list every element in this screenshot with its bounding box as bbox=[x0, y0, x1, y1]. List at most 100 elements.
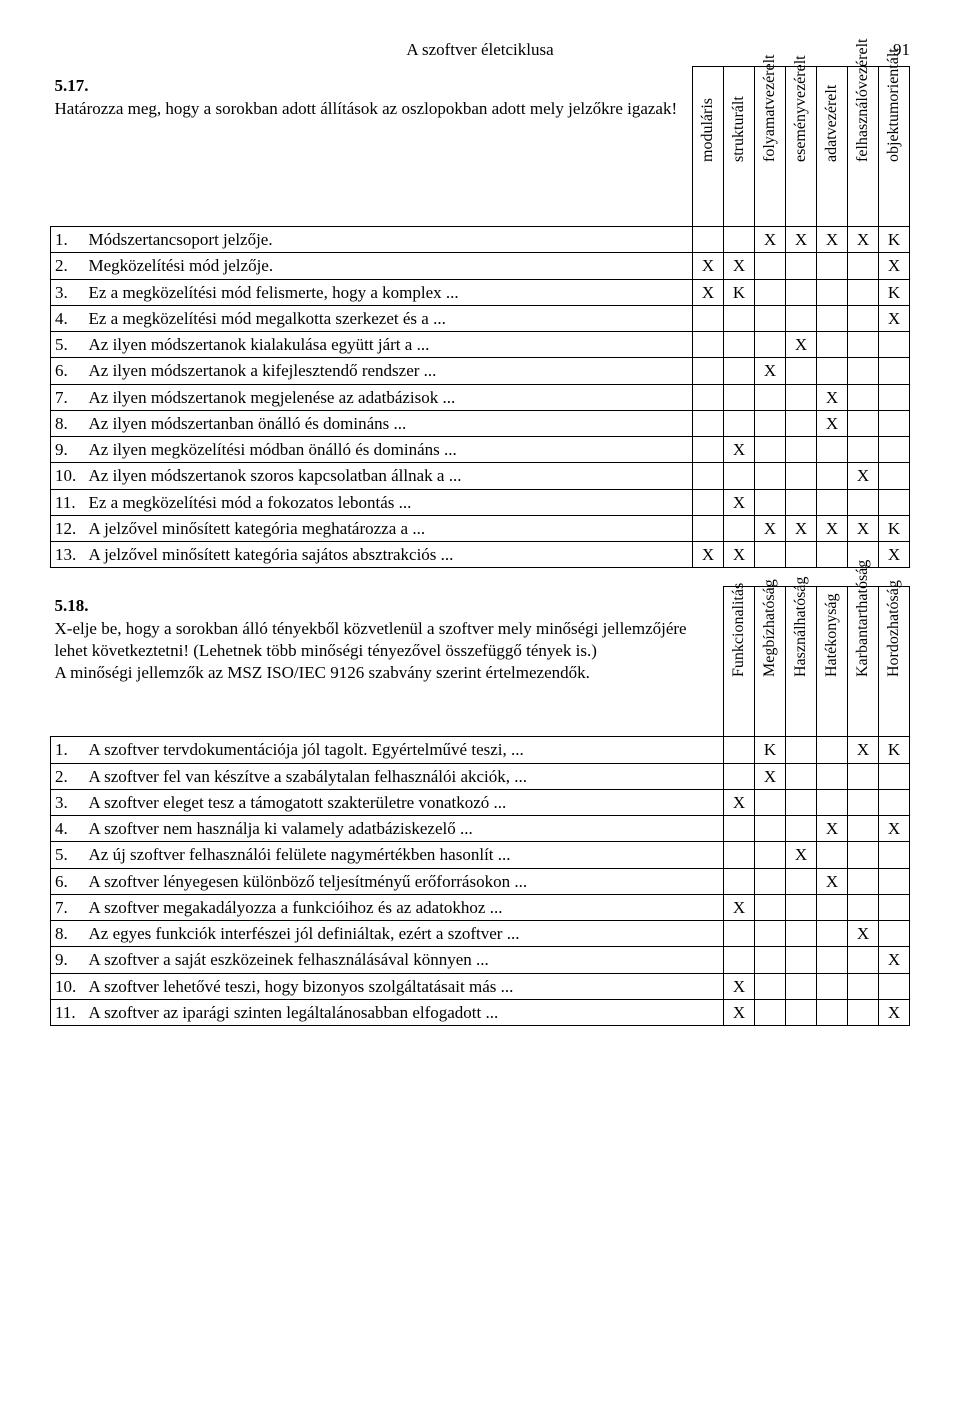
mark-cell: X bbox=[724, 253, 755, 279]
page-header: A szoftver életciklusa 91 bbox=[50, 40, 910, 60]
mark-cell: K bbox=[879, 279, 910, 305]
row-text: A szoftver lehetővé teszi, hogy bizonyos… bbox=[85, 973, 724, 999]
mark-cell: X bbox=[755, 227, 786, 253]
mark-cell bbox=[724, 358, 755, 384]
col-felhasznalovezerelt: felhasználóvezérelt bbox=[848, 67, 879, 227]
mark-cell: X bbox=[879, 253, 910, 279]
mark-cell bbox=[817, 999, 848, 1025]
row-number: 2. bbox=[51, 763, 85, 789]
mark-cell bbox=[724, 842, 755, 868]
col-adatvezerelt: adatvezérelt bbox=[817, 67, 848, 227]
table-row: 3.A szoftver eleget tesz a támogatott sz… bbox=[51, 789, 910, 815]
mark-cell bbox=[755, 332, 786, 358]
mark-cell bbox=[755, 842, 786, 868]
table-row: 11.Ez a megközelítési mód a fokozatos le… bbox=[51, 489, 910, 515]
mark-cell bbox=[724, 763, 755, 789]
mark-cell bbox=[879, 358, 910, 384]
table-row: 5.Az új szoftver felhasználói felülete n… bbox=[51, 842, 910, 868]
mark-cell bbox=[693, 332, 724, 358]
exercise-517: 5.17. Határozza meg, hogy a sorokban ado… bbox=[50, 66, 910, 568]
row-number: 8. bbox=[51, 921, 85, 947]
row-text: A szoftver fel van készítve a szabálytal… bbox=[85, 763, 724, 789]
col-hasznalhatosag: Használhatóság bbox=[786, 587, 817, 737]
mark-cell bbox=[724, 410, 755, 436]
mark-cell bbox=[786, 410, 817, 436]
mark-cell: X bbox=[879, 947, 910, 973]
mark-cell: X bbox=[817, 384, 848, 410]
mark-cell bbox=[817, 737, 848, 763]
table-517: 5.17. Határozza meg, hogy a sorokban ado… bbox=[50, 66, 910, 568]
row-text: A szoftver az iparági szinten legáltalán… bbox=[85, 999, 724, 1025]
mark-cell bbox=[879, 868, 910, 894]
row-number: 1. bbox=[51, 227, 85, 253]
table-row: 1.Módszertancsoport jelzője.XXXXK bbox=[51, 227, 910, 253]
mark-cell bbox=[879, 384, 910, 410]
mark-cell bbox=[848, 489, 879, 515]
row-text: Az új szoftver felhasználói felülete nag… bbox=[85, 842, 724, 868]
mark-cell bbox=[817, 305, 848, 331]
mark-cell bbox=[693, 227, 724, 253]
mark-cell bbox=[786, 253, 817, 279]
mark-cell: X bbox=[755, 763, 786, 789]
row-number: 7. bbox=[51, 384, 85, 410]
row-text: A szoftver eleget tesz a támogatott szak… bbox=[85, 789, 724, 815]
row-number: 10. bbox=[51, 973, 85, 999]
mark-cell: K bbox=[879, 227, 910, 253]
exercise-number-518: 5.18. bbox=[55, 595, 714, 616]
mark-cell: X bbox=[724, 894, 755, 920]
row-number: 5. bbox=[51, 842, 85, 868]
mark-cell bbox=[755, 305, 786, 331]
mark-cell bbox=[879, 332, 910, 358]
row-number: 3. bbox=[51, 789, 85, 815]
mark-cell bbox=[755, 410, 786, 436]
mark-cell bbox=[848, 358, 879, 384]
mark-cell bbox=[848, 999, 879, 1025]
row-text: Módszertancsoport jelzője. bbox=[85, 227, 693, 253]
row-number: 3. bbox=[51, 279, 85, 305]
col-strukturalt: strukturált bbox=[724, 67, 755, 227]
row-number: 5. bbox=[51, 332, 85, 358]
table-row: 5.Az ilyen módszertanok kialakulása együ… bbox=[51, 332, 910, 358]
mark-cell bbox=[879, 763, 910, 789]
row-text: Ez a megközelítési mód felismerte, hogy … bbox=[85, 279, 693, 305]
row-number: 1. bbox=[51, 737, 85, 763]
row-text: Az ilyen módszertanok megjelenése az ada… bbox=[85, 384, 693, 410]
mark-cell bbox=[786, 437, 817, 463]
mark-cell bbox=[755, 437, 786, 463]
mark-cell bbox=[755, 999, 786, 1025]
mark-cell bbox=[786, 358, 817, 384]
mark-cell bbox=[848, 816, 879, 842]
mark-cell bbox=[786, 489, 817, 515]
row-text: Az ilyen módszertanok szoros kapcsolatba… bbox=[85, 463, 693, 489]
table-row: 7.A szoftver megakadályozza a funkcióiho… bbox=[51, 894, 910, 920]
mark-cell: X bbox=[879, 999, 910, 1025]
mark-cell bbox=[817, 489, 848, 515]
mark-cell bbox=[817, 437, 848, 463]
row-text: A szoftver a saját eszközeinek felhaszná… bbox=[85, 947, 724, 973]
exercise-number-517: 5.17. bbox=[55, 75, 683, 96]
table-row: 6.Az ilyen módszertanok a kifejlesztendő… bbox=[51, 358, 910, 384]
mark-cell: K bbox=[724, 279, 755, 305]
intro-517-cell: 5.17. Határozza meg, hogy a sorokban ado… bbox=[51, 67, 693, 227]
mark-cell bbox=[879, 789, 910, 815]
mark-cell bbox=[724, 737, 755, 763]
table-row: 12.A jelzővel minősített kategória megha… bbox=[51, 515, 910, 541]
intro-518-cell: 5.18. X-elje be, hogy a sorokban álló té… bbox=[51, 587, 724, 737]
mark-cell bbox=[786, 763, 817, 789]
mark-cell bbox=[755, 894, 786, 920]
mark-cell bbox=[848, 279, 879, 305]
row-text: Az egyes funkciók interfészei jól defini… bbox=[85, 921, 724, 947]
row-number: 2. bbox=[51, 253, 85, 279]
mark-cell bbox=[724, 305, 755, 331]
mark-cell: X bbox=[724, 973, 755, 999]
col-hordozhatosag: Hordozhatóság bbox=[879, 587, 910, 737]
exercise-intro-517: Határozza meg, hogy a sorokban adott áll… bbox=[55, 98, 683, 120]
mark-cell: K bbox=[755, 737, 786, 763]
mark-cell bbox=[817, 542, 848, 568]
table-518: 5.18. X-elje be, hogy a sorokban álló té… bbox=[50, 586, 910, 1026]
table-row: 11.A szoftver az iparági szinten legálta… bbox=[51, 999, 910, 1025]
row-number: 9. bbox=[51, 947, 85, 973]
row-number: 8. bbox=[51, 410, 85, 436]
row-text: A szoftver tervdokumentációja jól tagolt… bbox=[85, 737, 724, 763]
exercise-intro-518: X-elje be, hogy a sorokban álló tényekbő… bbox=[55, 618, 714, 684]
